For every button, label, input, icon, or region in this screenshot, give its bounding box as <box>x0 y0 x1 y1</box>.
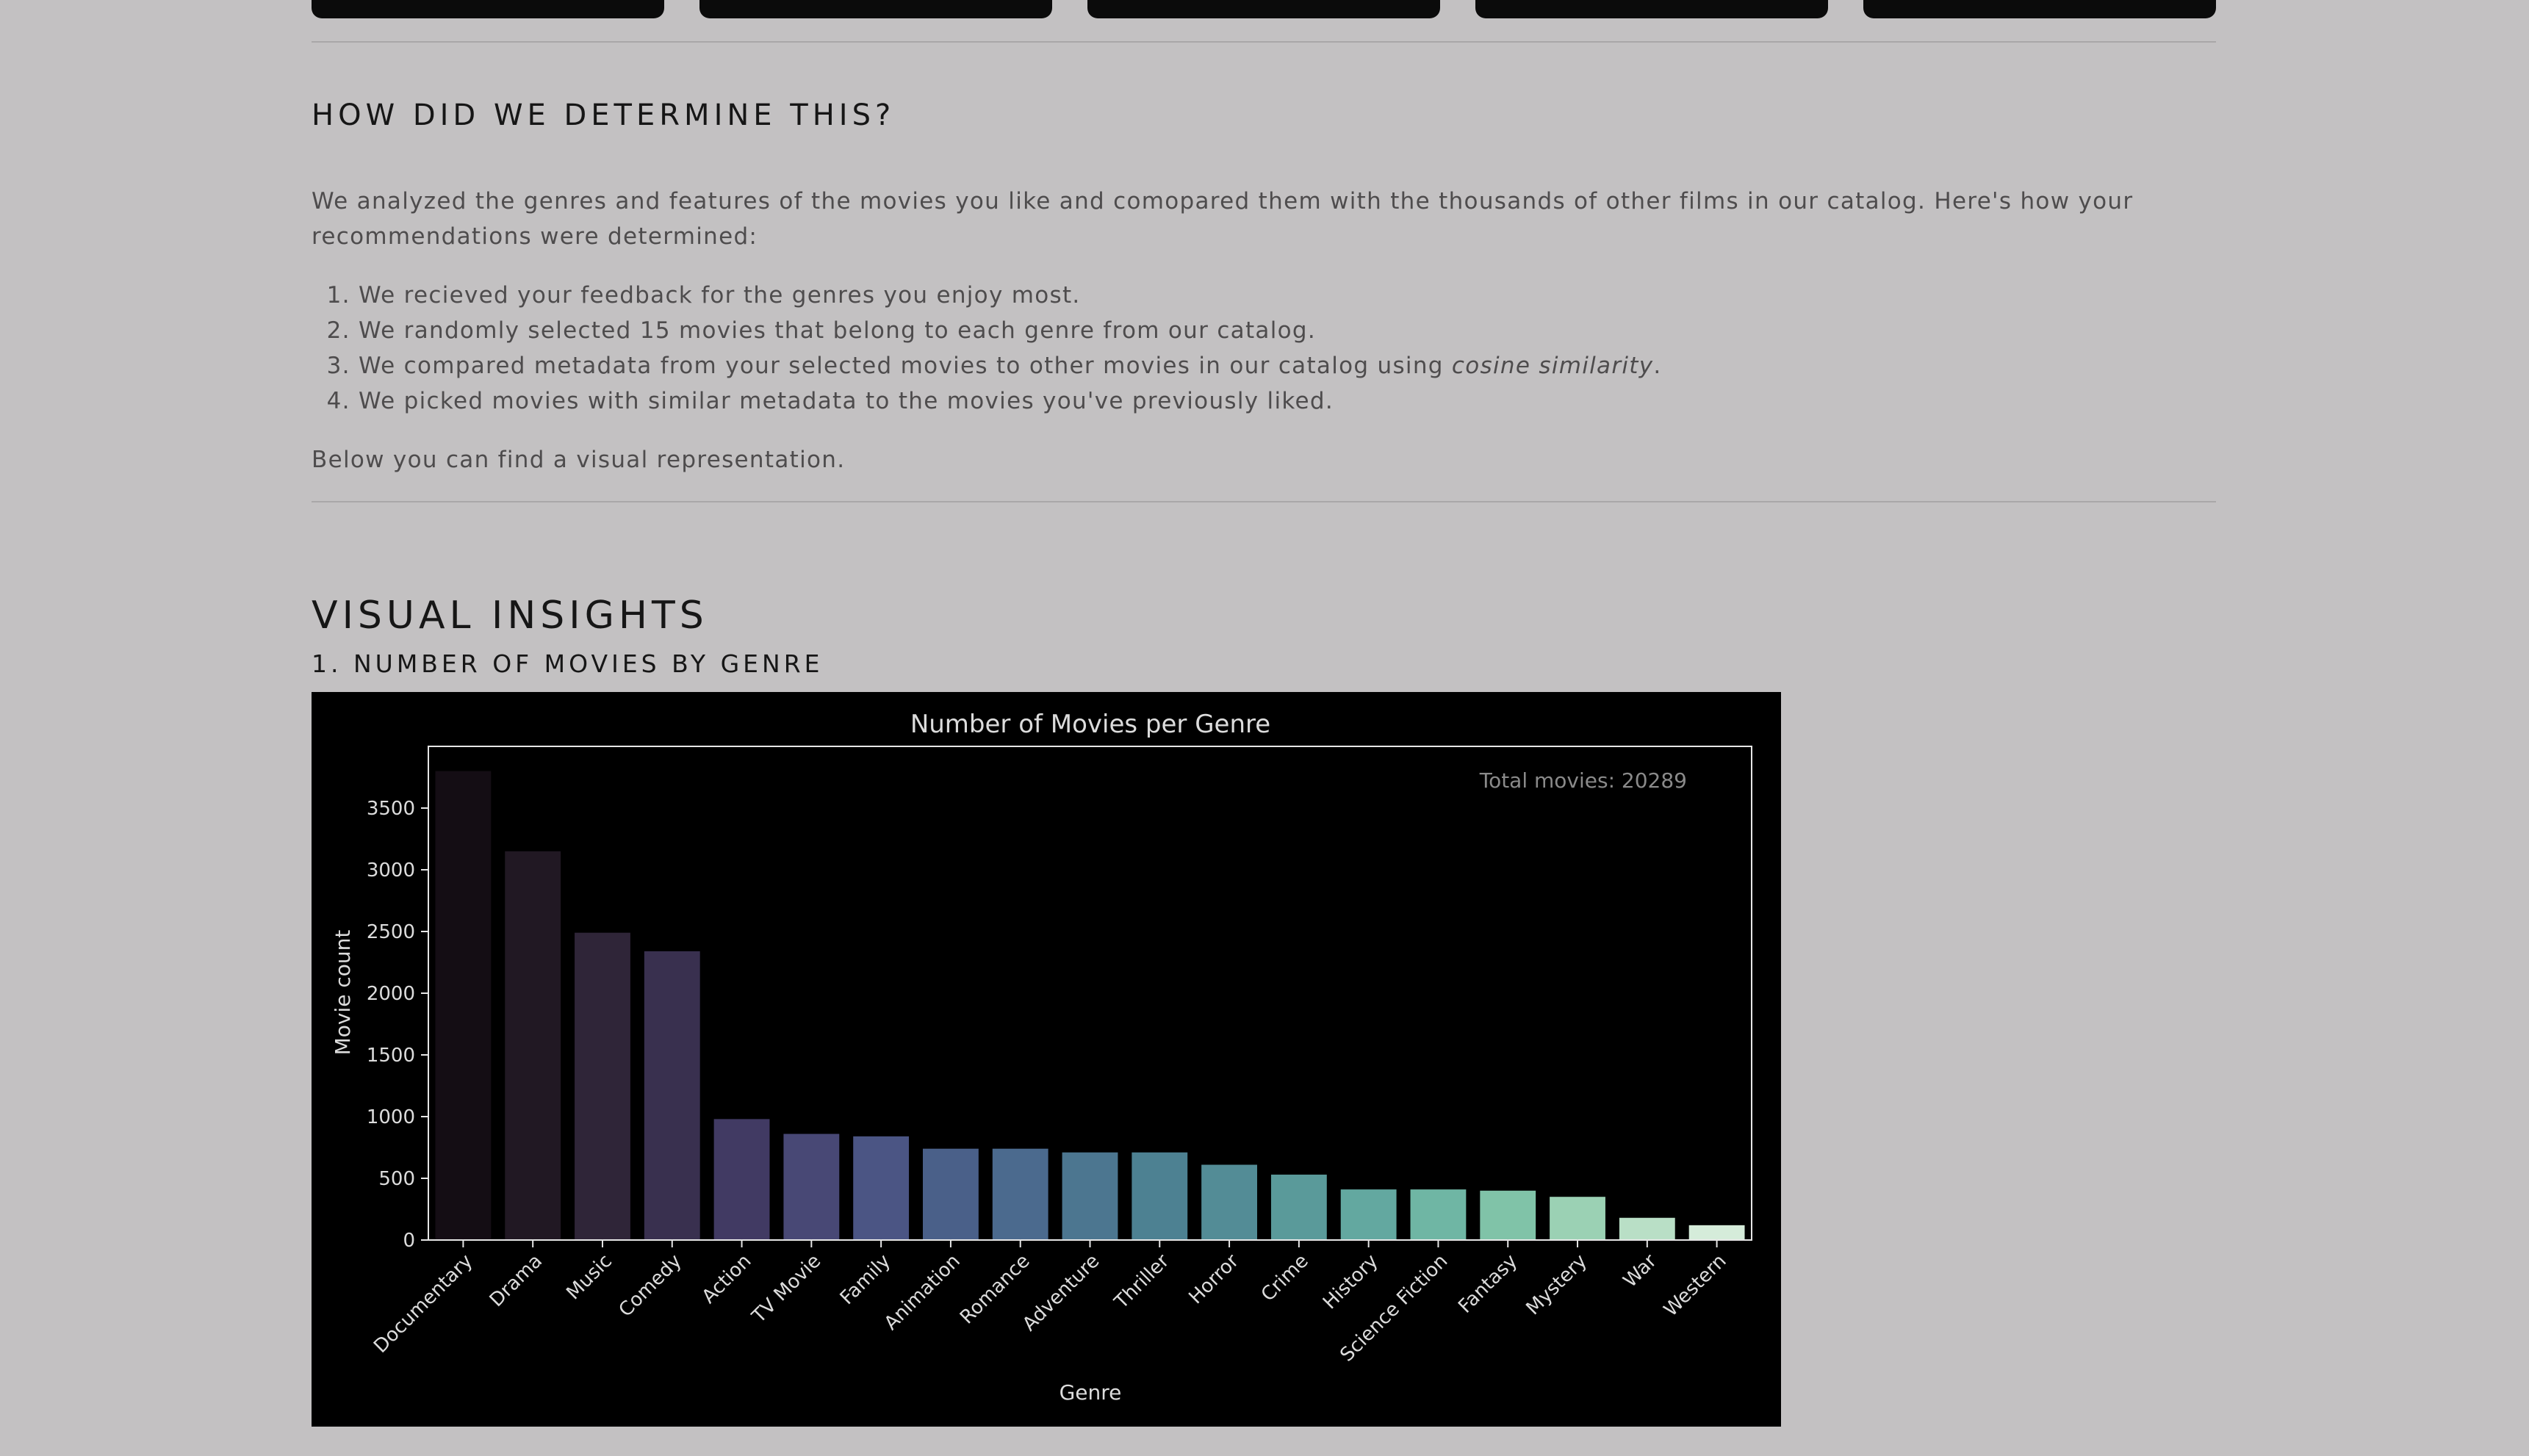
bar-family <box>853 1136 910 1240</box>
axes-layer: 0 500 1000 1500 2000 2500 3000 3500 Documentary D… <box>367 746 1752 1366</box>
x-tick-label: Drama <box>486 1250 547 1311</box>
x-tick-label: Documentary <box>370 1250 477 1358</box>
total-movies-annotation: Total movies: 20289 <box>1479 768 1687 793</box>
y-tick-label: 2000 <box>367 983 415 1005</box>
x-tick-label: Fantasy <box>1454 1250 1522 1318</box>
movie-card[interactable] <box>312 0 664 18</box>
bar-drama <box>505 851 561 1240</box>
y-tick-label: 2500 <box>367 921 415 943</box>
y-tick-label: 1500 <box>367 1045 415 1067</box>
movie-card[interactable] <box>1863 0 2216 18</box>
bar-documentary <box>435 771 492 1240</box>
bar-history <box>1340 1189 1397 1240</box>
card-row <box>312 0 2216 19</box>
visual-insights-title: VISUAL INSIGHTS <box>312 594 708 638</box>
how-section-intro: We analyzed the genres and features of t… <box>312 188 2134 250</box>
x-tick-label: TV Movie <box>747 1250 825 1328</box>
bar-action <box>713 1119 770 1240</box>
x-tick-label: Comedy <box>615 1250 686 1322</box>
bar-fantasy <box>1480 1190 1536 1240</box>
x-tick-label: Thriller <box>1110 1250 1174 1314</box>
y-tick-label: 500 <box>378 1168 415 1190</box>
bar-crime <box>1270 1174 1327 1240</box>
section-divider <box>312 501 2216 502</box>
x-tick-label: Animation <box>880 1250 965 1335</box>
movie-card[interactable] <box>1475 0 1828 18</box>
bar-science-fiction <box>1410 1189 1467 1240</box>
movie-card[interactable] <box>1087 0 1440 18</box>
step-item: We randomly selected 15 movies that belo… <box>359 313 1662 348</box>
bar-animation <box>923 1148 979 1240</box>
x-tick-label: Music <box>562 1250 616 1305</box>
below-text: Below you can find a visual representati… <box>312 447 846 473</box>
x-tick-label: Mystery <box>1522 1250 1591 1319</box>
step-item: We picked movies with similar metadata t… <box>359 383 1662 419</box>
y-tick-label: 3000 <box>367 859 415 882</box>
bar-thriller <box>1132 1152 1188 1240</box>
chart-section-subtitle: 1. NUMBER OF MOVIES BY GENRE <box>312 649 824 678</box>
x-tick-label: Family <box>836 1250 895 1309</box>
movie-card[interactable] <box>699 0 1052 18</box>
bar-war <box>1619 1217 1675 1240</box>
bar-adventure <box>1062 1152 1118 1240</box>
y-tick-label: 1000 <box>367 1106 415 1128</box>
step-text: We compared metadata from your selected … <box>359 353 1452 379</box>
x-tick-label: Horror <box>1185 1250 1244 1309</box>
step-text: . <box>1653 353 1662 379</box>
chart-canvas: Number of Movies per Genre Total movies:… <box>331 710 1752 1405</box>
bar-tv-movie <box>783 1134 840 1240</box>
chart-title: Number of Movies per Genre <box>910 710 1270 739</box>
x-axis-label: Genre <box>1060 1380 1122 1405</box>
y-tick-label: 3500 <box>367 798 415 820</box>
bar-music <box>575 932 630 1240</box>
genre-bar-chart: Number of Movies per Genre Total movies:… <box>312 692 1781 1427</box>
y-tick-label: 0 <box>403 1230 415 1252</box>
bars-layer <box>435 771 1745 1240</box>
x-tick-label: Western <box>1660 1250 1731 1322</box>
step-emphasis: cosine similarity <box>1451 353 1654 379</box>
bar-comedy <box>644 951 700 1240</box>
bar-romance <box>992 1148 1048 1240</box>
bar-horror <box>1201 1164 1257 1240</box>
step-item: We compared metadata from your selected … <box>359 348 1662 383</box>
step-item: We recieved your feedback for the genres… <box>359 278 1662 313</box>
x-tick-label: War <box>1619 1250 1661 1292</box>
y-axis-label: Movie count <box>331 930 355 1056</box>
x-tick-label: Crime <box>1257 1250 1313 1306</box>
section-divider <box>312 41 2216 43</box>
bar-mystery <box>1550 1197 1605 1240</box>
how-section-title: HOW DID WE DETERMINE THIS? <box>312 98 896 132</box>
x-tick-label: History <box>1319 1250 1383 1314</box>
bar-western <box>1688 1225 1745 1240</box>
steps-list: We recieved your feedback for the genres… <box>312 278 1662 419</box>
x-tick-label: Action <box>698 1250 756 1308</box>
